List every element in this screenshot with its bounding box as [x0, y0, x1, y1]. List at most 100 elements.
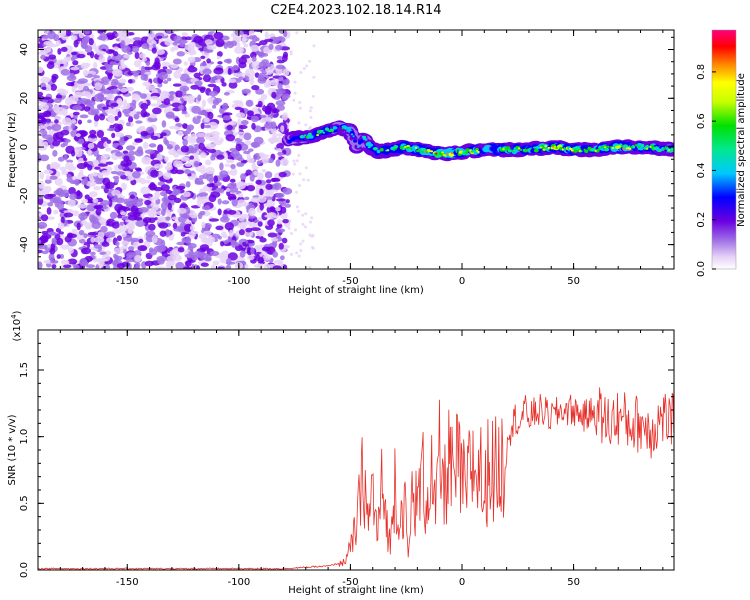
- noise-blob: [206, 58, 211, 64]
- noise-blob: [245, 227, 253, 233]
- noise-blob: [87, 231, 99, 236]
- signal-blob: [658, 148, 662, 151]
- noise-blob: [41, 86, 47, 90]
- signal-blob: [317, 130, 321, 133]
- noise-blob: [175, 169, 185, 175]
- signal-blob: [580, 150, 583, 153]
- noise-blob: [200, 152, 207, 159]
- noise-blob: [53, 97, 62, 104]
- noise-blob: [73, 146, 83, 152]
- noise-blob: [271, 108, 280, 114]
- signal-blob: [303, 134, 307, 137]
- noise-speckle: [299, 248, 303, 252]
- noise-speckle: [305, 64, 309, 68]
- noise-blob: [106, 139, 112, 144]
- noise-blob: [131, 70, 141, 75]
- noise-blob: [244, 230, 254, 237]
- chart-title: C2E4.2023.102.18.14.R14: [270, 3, 441, 18]
- noise-blob: [232, 100, 243, 104]
- noise-blob: [105, 161, 114, 165]
- y-tick-label: -20: [19, 188, 30, 204]
- snr-series-path: [38, 387, 674, 570]
- noise-blob: [65, 30, 72, 37]
- noise-blob: [257, 221, 263, 227]
- noise-blob: [193, 35, 204, 44]
- noise-blob: [51, 237, 57, 245]
- noise-speckle: [293, 80, 297, 84]
- noise-blob: [46, 207, 52, 215]
- noise-blob: [274, 44, 283, 51]
- noise-blob: [55, 39, 61, 47]
- noise-blob: [78, 238, 86, 244]
- noise-speckle: [297, 121, 301, 125]
- noise-blob: [72, 111, 80, 116]
- signal-blob: [341, 127, 344, 130]
- noise-blob: [67, 247, 74, 254]
- noise-speckle: [309, 106, 313, 110]
- noise-blob: [117, 214, 123, 219]
- noise-blob: [223, 209, 228, 215]
- noise-blob: [196, 136, 205, 145]
- noise-blob: [191, 105, 201, 114]
- noise-blob: [172, 83, 182, 87]
- noise-blob: [131, 170, 141, 179]
- noise-blob: [259, 188, 264, 196]
- noise-blob: [161, 120, 167, 128]
- noise-blob: [261, 246, 271, 252]
- noise-blob: [91, 172, 99, 177]
- noise-blob: [188, 50, 195, 56]
- noise-blob: [212, 104, 217, 109]
- noise-blob: [172, 58, 182, 65]
- noise-blob: [118, 224, 128, 233]
- noise-speckle: [289, 232, 293, 236]
- noise-blob: [201, 221, 206, 229]
- noise-blob: [190, 133, 197, 142]
- noise-blob: [251, 61, 262, 69]
- noise-blob: [90, 216, 99, 225]
- noise-blob: [251, 122, 256, 130]
- signal-blob: [305, 136, 308, 139]
- noise-blob: [110, 170, 118, 175]
- noise-blob: [64, 138, 71, 143]
- noise-blob: [100, 199, 110, 206]
- noise-speckle: [292, 98, 296, 102]
- noise-blob: [89, 251, 96, 256]
- noise-blob: [81, 220, 88, 226]
- noise-blob: [259, 202, 264, 211]
- noise-blob: [225, 264, 232, 269]
- noise-speckle: [287, 226, 291, 230]
- noise-blob: [276, 104, 285, 111]
- noise-blob: [115, 151, 123, 157]
- noise-blob: [38, 66, 44, 74]
- noise-blob: [275, 100, 286, 107]
- noise-blob: [70, 35, 78, 41]
- noise-blob: [84, 30, 90, 35]
- noise-blob: [51, 264, 57, 269]
- noise-blob: [180, 232, 186, 237]
- noise-blob: [228, 229, 234, 238]
- noise-blob: [57, 156, 65, 162]
- noise-blob: [216, 56, 221, 60]
- noise-blob: [101, 241, 110, 247]
- noise-speckle: [306, 178, 310, 182]
- signal-blob: [555, 146, 558, 150]
- noise-blob: [200, 109, 207, 115]
- noise-blob: [164, 229, 171, 238]
- noise-blob: [217, 61, 223, 65]
- noise-blob: [107, 74, 113, 80]
- noise-blob: [157, 222, 169, 229]
- x-tick-label: -150: [116, 577, 139, 588]
- snr-series-line: [38, 387, 674, 570]
- noise-blob: [68, 186, 76, 195]
- noise-speckle: [293, 91, 297, 95]
- noise-blob: [266, 69, 273, 75]
- noise-blob: [120, 58, 125, 66]
- signal-blob: [588, 148, 591, 151]
- noise-blob: [118, 84, 123, 90]
- signal-blob: [528, 148, 532, 151]
- noise-blob: [278, 30, 287, 35]
- noise-blob: [181, 237, 186, 243]
- signal-blob: [444, 154, 447, 157]
- noise-blob: [42, 96, 52, 100]
